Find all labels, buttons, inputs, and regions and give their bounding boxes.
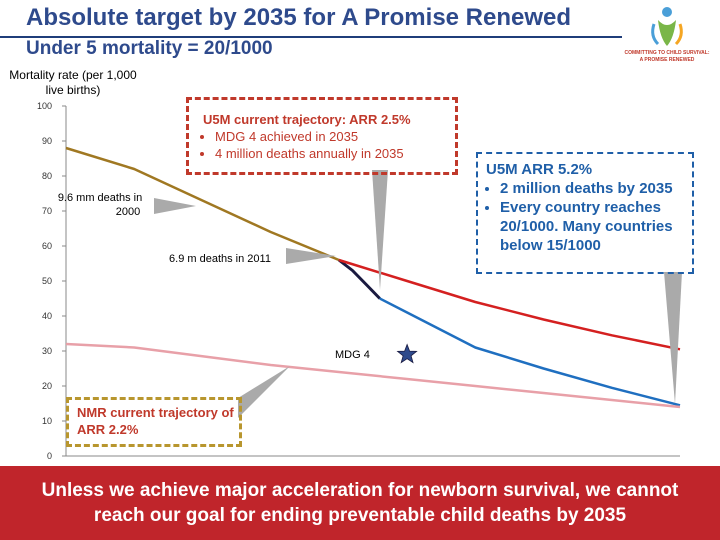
deaths-2000-label-line1: 9.6 mm deaths in: [58, 192, 142, 204]
callout-pointer-2011: [286, 248, 336, 264]
y-tick-label: 70: [42, 206, 52, 216]
slide-subtitle: Under 5 mortality = 20/1000: [26, 38, 273, 59]
series-line-arr-5-2: [379, 297, 681, 407]
series-line-nmr: [65, 342, 681, 409]
y-tick-label: 80: [42, 171, 52, 181]
y-tick-label: 40: [42, 311, 52, 321]
y-tick-label: 10: [42, 416, 52, 426]
logo-caption: COMMITTING TO CHILD SURVIVAL: A PROMISE …: [624, 50, 710, 63]
banner-line-1: Unless we achieve major acceleration for…: [41, 480, 679, 501]
deaths-2011-label: 6.9 m deaths in 2011: [169, 253, 271, 265]
callout-accelerated-heading: U5M ARR 5.2%: [486, 161, 593, 178]
callout-pointer-accelerated: [664, 272, 682, 404]
series-line-recent-u5mr: [337, 258, 381, 300]
callout-accelerated-trajectory: U5M ARR 5.2% 2 million deaths by 2035 Ev…: [476, 152, 694, 274]
callout-pointer-nmr: [238, 366, 290, 418]
callout-current-bullet: MDG 4 achieved in 2035: [215, 128, 455, 145]
banner-line-2: reach our goal for ending preventable ch…: [93, 505, 627, 526]
slide-title: Absolute target by 2035 for A Promise Re…: [26, 4, 572, 31]
y-tick-label: 0: [47, 451, 52, 461]
callout-accelerated-bullet: 2 million deaths by 2035: [500, 179, 692, 198]
conclusion-banner: Unless we achieve major acceleration for…: [0, 466, 720, 540]
y-tick-label: 100: [37, 101, 52, 111]
mdg4-label: MDG 4: [335, 349, 370, 361]
promise-renewed-logo-icon: [651, 7, 683, 46]
deaths-2000-label-line2: 2000: [116, 206, 140, 218]
mdg4-target-star-icon: [396, 343, 418, 364]
y-tick-label: 50: [42, 276, 52, 286]
y-tick-label: 60: [42, 241, 52, 251]
series-line-historical-u5mr: [65, 146, 340, 262]
callout-nmr-trajectory: NMR current trajectory of ARR 2.2%: [66, 397, 242, 447]
y-tick-label: 20: [42, 381, 52, 391]
y-axis-label: Mortality rate (per 1,000 live births): [9, 68, 137, 97]
callout-current-trajectory: U5M current trajectory: ARR 2.5% MDG 4 a…: [186, 97, 458, 175]
y-tick-label: 30: [42, 346, 52, 356]
series-line-arr-2-5: [338, 258, 681, 351]
y-tick-label: 90: [42, 136, 52, 146]
callout-nmr-heading: NMR current trajectory of ARR 2.2%: [77, 405, 234, 437]
callout-pointer-2000: [154, 198, 196, 214]
callout-pointer-current: [372, 170, 388, 290]
callout-current-heading: U5M current trajectory: ARR 2.5%: [203, 112, 411, 127]
title-underline: [0, 0, 622, 38]
callout-current-bullet: 4 million deaths annually in 2035: [215, 145, 455, 162]
callout-accelerated-bullet: Every country reaches 20/1000. Many coun…: [500, 198, 692, 255]
